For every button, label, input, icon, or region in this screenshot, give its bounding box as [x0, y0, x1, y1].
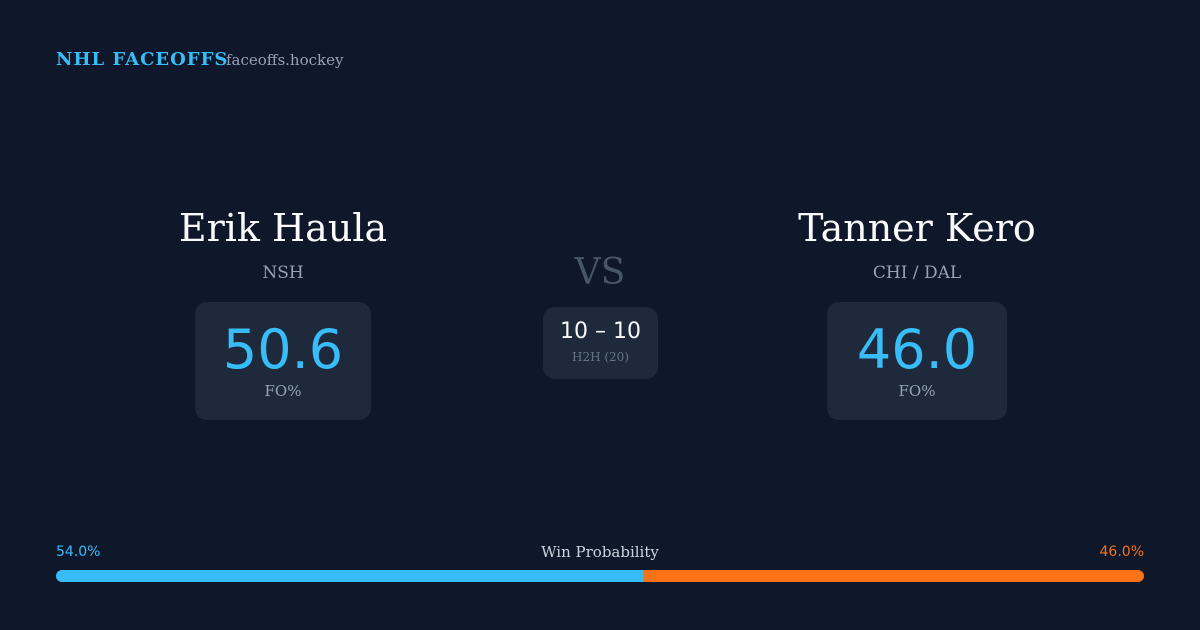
fo-label: FO% — [898, 382, 936, 400]
win-prob-right: 46.0% — [1099, 544, 1144, 560]
h2h-label: H2H (20) — [571, 350, 629, 364]
win-prob-segment — [56, 570, 644, 582]
h2h-score: 10 – 10 — [560, 319, 641, 344]
vs: VS — [574, 252, 626, 293]
fo-label: FO% — [264, 382, 302, 400]
h2h-box: 10 – 10 H2H (20) — [543, 307, 658, 379]
player-name: Tanner Kero — [798, 206, 1036, 250]
win-prob-left: 54.0% — [56, 544, 101, 560]
stat-box: 46.0 FO% — [827, 302, 1007, 420]
brand: NHL FACEOFFS — [56, 49, 229, 70]
win-prob-segment — [643, 570, 1144, 582]
win-prob-bar — [56, 570, 1144, 582]
player-team: CHI / DAL — [872, 263, 962, 283]
site-url: faceoffs.hockey — [226, 51, 344, 69]
player-name: Erik Haula — [178, 206, 388, 250]
fo-pct: 46.0 — [856, 318, 978, 381]
stat-box: 50.6 FO% — [195, 302, 371, 420]
win-prob-title: Win Probability — [541, 543, 659, 561]
fo-pct: 50.6 — [222, 318, 344, 381]
player-team: NSH — [262, 263, 304, 283]
